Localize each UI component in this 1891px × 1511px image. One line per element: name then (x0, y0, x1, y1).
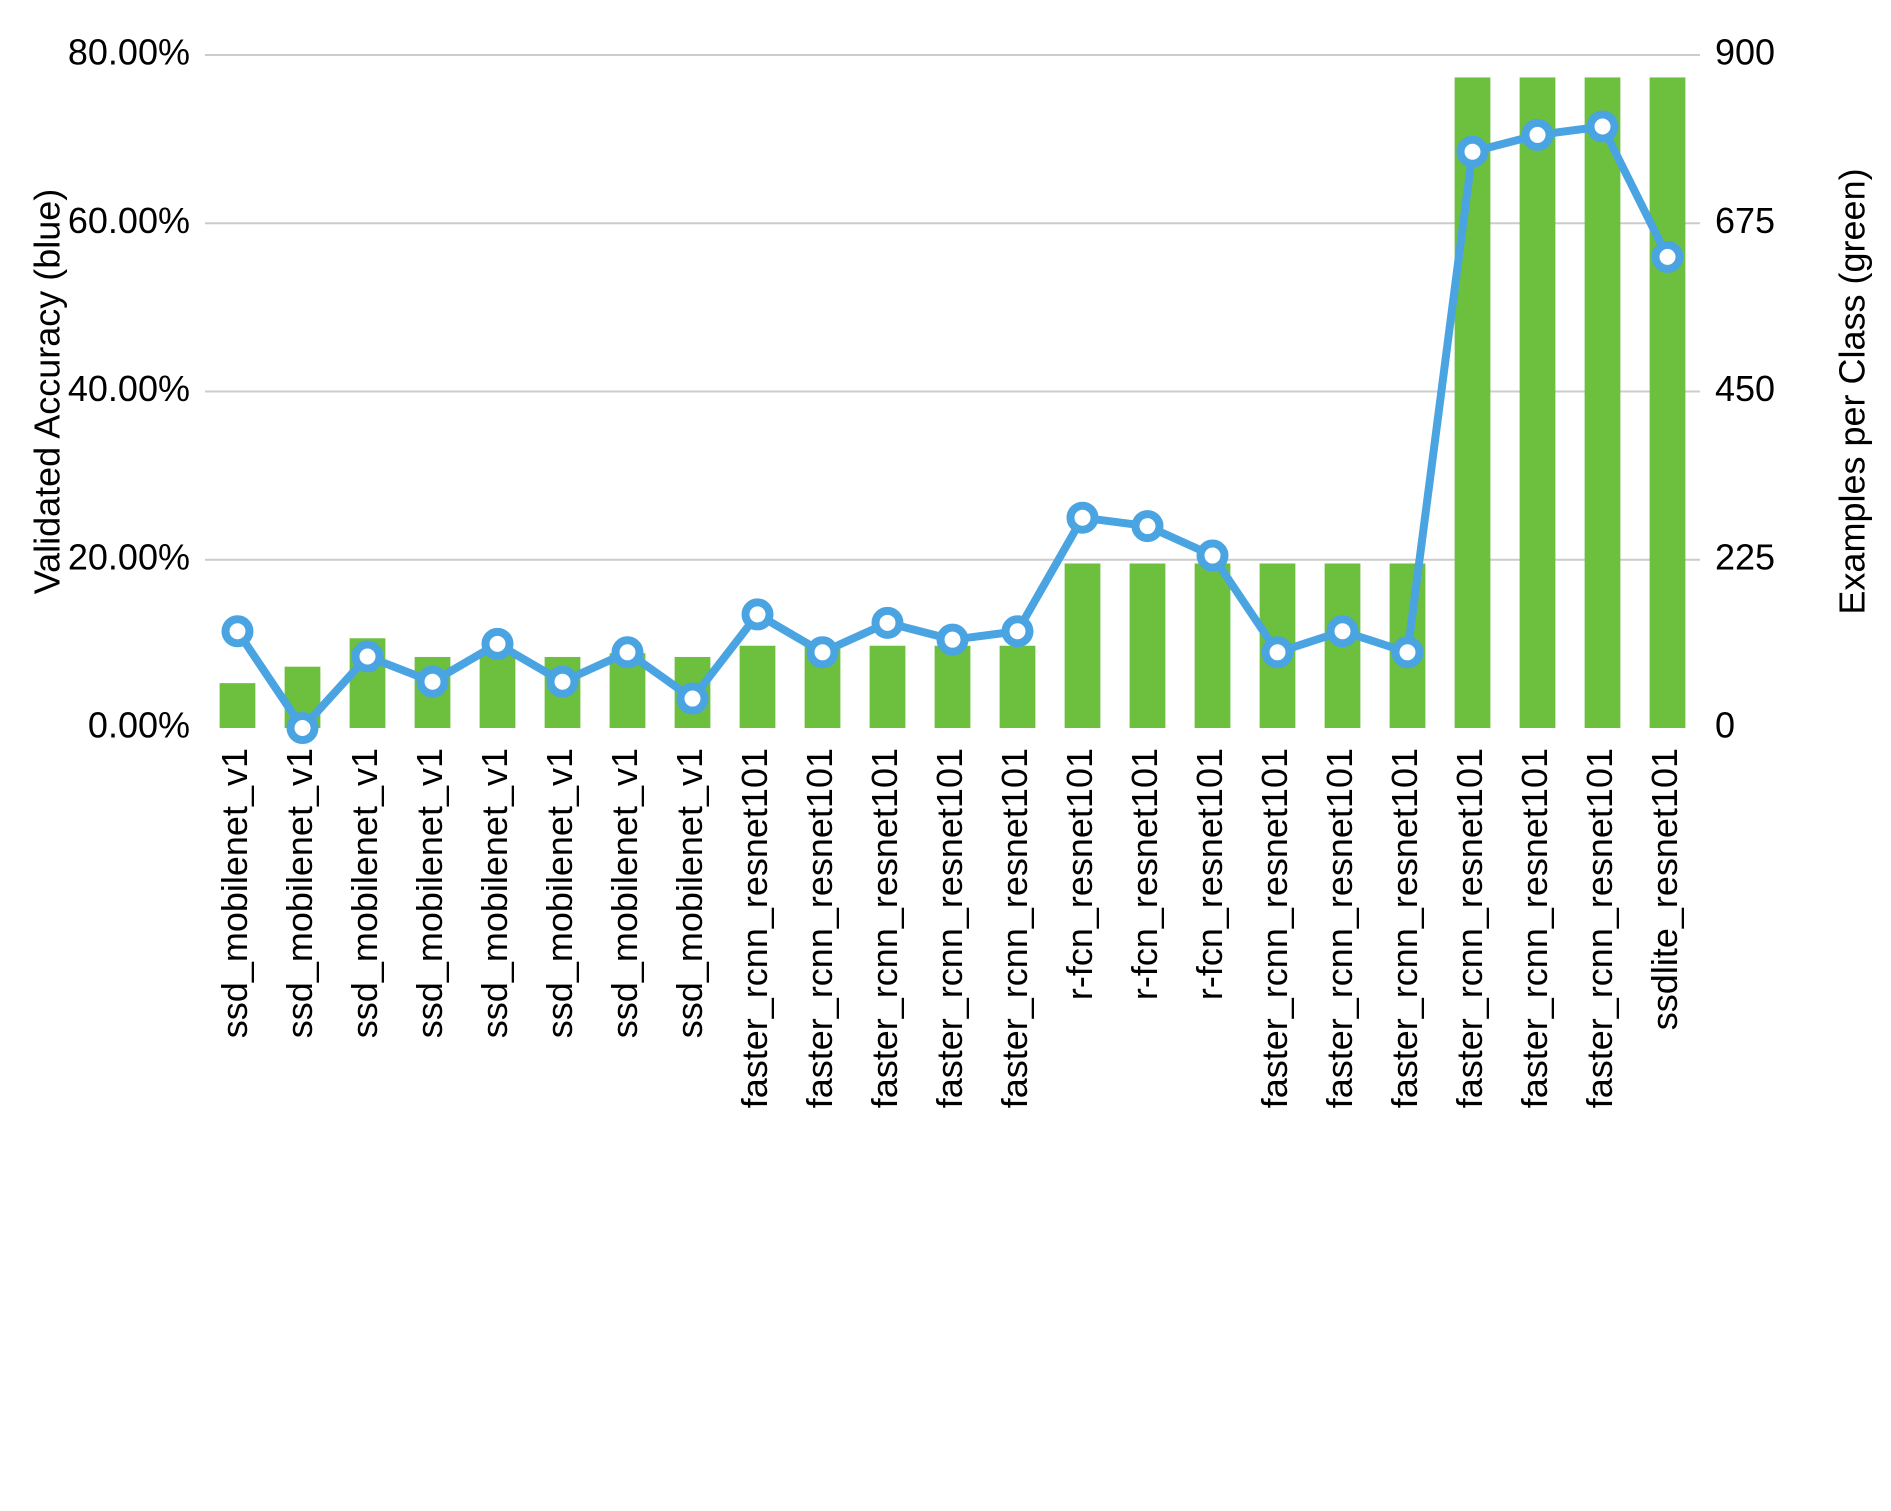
x-category-label: faster_rcnn_resnet101 (1579, 748, 1620, 1108)
accuracy-marker (876, 611, 900, 635)
accuracy-marker (1331, 619, 1355, 643)
bar (740, 646, 776, 728)
accuracy-marker (1071, 506, 1095, 530)
bar (1065, 563, 1101, 728)
y-right-tick-label: 0 (1715, 705, 1735, 746)
y-left-tick-label: 80.00% (68, 32, 190, 73)
x-category-label: ssdlite_resnet101 (1644, 748, 1685, 1030)
x-category-label: r-fcn_resnet101 (1189, 748, 1230, 1000)
y-left-tick-label: 60.00% (68, 200, 190, 241)
y-right-axis-title: Examples per Class (green) (1832, 168, 1873, 614)
y-left-tick-label: 40.00% (68, 368, 190, 409)
accuracy-marker (291, 716, 315, 740)
chart-container: 0.00% 0 20.00% 225 40.00% 450 60.00% 675 80.00% 9… (0, 0, 1891, 1511)
x-category-label: faster_rcnn_resnet101 (1384, 748, 1425, 1108)
accuracy-marker (1526, 123, 1550, 147)
y-right-tick-label: 675 (1715, 200, 1775, 241)
bar (1130, 563, 1166, 728)
accuracy-marker (1266, 640, 1290, 664)
accuracy-marker (226, 619, 250, 643)
accuracy-marker (1591, 115, 1615, 139)
x-category-label: faster_rcnn_resnet101 (1514, 748, 1555, 1108)
accuracy-marker (1396, 640, 1420, 664)
y-right-tick-label: 225 (1715, 536, 1775, 577)
x-category-label: ssd_mobilenet_v1 (214, 748, 255, 1038)
x-category-label: faster_rcnn_resnet101 (864, 748, 905, 1108)
bar (935, 646, 971, 728)
accuracy-marker (811, 640, 835, 664)
y-left-tick-label: 20.00% (68, 536, 190, 577)
y-right-tick-label: 450 (1715, 368, 1775, 409)
accuracy-marker (1136, 514, 1160, 538)
x-category-label: faster_rcnn_resnet101 (1254, 748, 1295, 1108)
bar (480, 653, 516, 728)
accuracy-marker (941, 628, 965, 652)
x-category-label: ssd_mobilenet_v1 (474, 748, 515, 1038)
x-category-label: faster_rcnn_resnet101 (994, 748, 1035, 1108)
x-category-label: r-fcn_resnet101 (1124, 748, 1165, 1000)
bar (220, 683, 256, 728)
accuracy-marker (1201, 544, 1225, 568)
bar (1520, 77, 1556, 728)
x-category-label: faster_rcnn_resnet101 (799, 748, 840, 1108)
chart-svg: 0.00% 0 20.00% 225 40.00% 450 60.00% 675 80.00% 9… (0, 0, 1891, 1511)
x-category-label: ssd_mobilenet_v1 (344, 748, 385, 1038)
y-right-tick-label: 900 (1715, 32, 1775, 73)
x-category-label: ssd_mobilenet_v1 (279, 748, 320, 1038)
x-category-label: faster_rcnn_resnet101 (734, 748, 775, 1108)
bar (1650, 77, 1686, 728)
accuracy-marker (616, 640, 640, 664)
x-category-label: faster_rcnn_resnet101 (1319, 748, 1360, 1108)
x-category-label: faster_rcnn_resnet101 (929, 748, 970, 1108)
accuracy-marker (681, 687, 705, 711)
bar (870, 646, 906, 728)
x-category-label: ssd_mobilenet_v1 (539, 748, 580, 1038)
x-category-label: r-fcn_resnet101 (1059, 748, 1100, 1000)
x-category-label: ssd_mobilenet_v1 (604, 748, 645, 1038)
bar (1195, 563, 1231, 728)
accuracy-marker (1461, 140, 1485, 164)
x-category-label: ssd_mobilenet_v1 (409, 748, 450, 1038)
accuracy-marker (746, 602, 770, 626)
accuracy-marker (1656, 245, 1680, 269)
accuracy-marker (356, 644, 380, 668)
accuracy-marker (551, 670, 575, 694)
y-left-tick-label: 0.00% (88, 705, 190, 746)
bar (1585, 77, 1621, 728)
accuracy-marker (421, 670, 445, 694)
accuracy-marker (1006, 619, 1030, 643)
y-left-axis-title: Validated Accuracy (blue) (27, 189, 68, 595)
accuracy-marker (486, 632, 510, 656)
x-category-label: ssd_mobilenet_v1 (669, 748, 710, 1038)
x-category-label: faster_rcnn_resnet101 (1449, 748, 1490, 1108)
bar (1000, 646, 1036, 728)
